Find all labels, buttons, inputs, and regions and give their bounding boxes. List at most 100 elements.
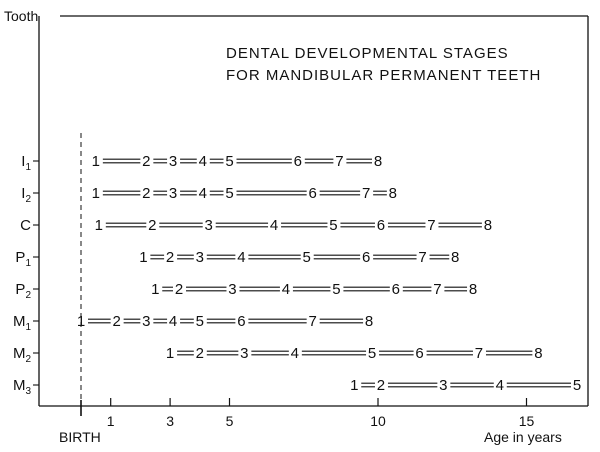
title-line-2: FOR MANDIBULAR PERMANENT TEETH (226, 67, 541, 84)
tooth-label-base: I (21, 153, 25, 170)
stage-label: 4 (496, 377, 504, 394)
tooth-label: I1 (21, 153, 31, 173)
stage-label: 4 (282, 281, 290, 298)
x-tick-label: 5 (226, 413, 234, 429)
stage-label: 3 (439, 377, 447, 394)
stage-label: 1 (139, 249, 147, 266)
stage-label: 2 (142, 153, 150, 170)
tooth-label: C (20, 217, 31, 234)
title-line-1: DENTAL DEVELOPMENTAL STAGES (226, 45, 509, 62)
stage-label: 5 (332, 281, 340, 298)
stage-label: 2 (377, 377, 385, 394)
stage-label: 3 (240, 345, 248, 362)
stage-label: 6 (362, 249, 370, 266)
stage-label: 5 (573, 377, 581, 394)
tooth-label-subscript: 1 (25, 258, 31, 269)
y-axis-title: Tooth (4, 8, 38, 24)
x-axis-ticks: 1 3 5 10 15 (107, 398, 535, 429)
x-axis-title: Age in years (484, 429, 562, 445)
stage-label: 2 (142, 185, 150, 202)
tooth-label-subscript: 1 (25, 322, 31, 333)
stage-label: 5 (196, 313, 204, 330)
tooth-label-base: M (13, 313, 26, 330)
stage-label: 5 (329, 217, 337, 234)
tooth-label-base: M (13, 377, 26, 394)
stage-label: 6 (294, 153, 302, 170)
tooth-label-subscript: 2 (25, 354, 31, 365)
tooth-label: P2 (15, 281, 31, 301)
tooth-label: P1 (15, 249, 31, 269)
stage-label: 8 (365, 313, 373, 330)
stage-rows: 1 2 3 4 5 6 7 81 2 3 4 5 6 7 81 2 3 4 5 6 7 81 2 3 4 5 6 7 81 2 3 4 5 6 7 8… (77, 153, 581, 394)
stage-label: 3 (142, 313, 150, 330)
stage-label: 8 (451, 249, 459, 266)
stage-label: 5 (368, 345, 376, 362)
x-tick-label: 15 (519, 413, 535, 429)
stage-label: 4 (270, 217, 278, 234)
stage-label: 6 (377, 217, 385, 234)
axes: Tooth Age in years (4, 8, 589, 445)
stage-label: 6 (308, 185, 316, 202)
stage-label: 1 (92, 185, 100, 202)
stage-label: 3 (169, 153, 177, 170)
stage-label: 3 (169, 185, 177, 202)
stage-label: 4 (237, 249, 245, 266)
tooth-label-base: P (15, 249, 25, 266)
chart-title: DENTAL DEVELOPMENTAL STAGES FOR MANDIBUL… (226, 45, 541, 84)
stage-label: 1 (350, 377, 358, 394)
tooth-stage-row: 1 2 3 4 5 6 7 8 (77, 313, 373, 330)
stage-label: 7 (335, 153, 343, 170)
tooth-label-base: P (15, 281, 25, 298)
x-tick-label: 1 (107, 413, 115, 429)
stage-label: 7 (362, 185, 370, 202)
stage-label: 8 (484, 217, 492, 234)
tooth-label-subscript: 2 (25, 194, 31, 205)
stage-label: 2 (166, 249, 174, 266)
stage-label: 1 (166, 345, 174, 362)
stage-label: 8 (389, 185, 397, 202)
stage-label: 2 (175, 281, 183, 298)
stage-label: 7 (308, 313, 316, 330)
stage-label: 2 (112, 313, 120, 330)
stage-label: 3 (196, 249, 204, 266)
stage-label: 5 (225, 185, 233, 202)
tooth-label-base: M (13, 345, 26, 362)
birth-marker: BIRTH (59, 133, 101, 445)
stage-label: 7 (475, 345, 483, 362)
stage-label: 5 (225, 153, 233, 170)
birth-label: BIRTH (59, 429, 101, 445)
stage-label: 1 (77, 313, 85, 330)
tooth-label: M1 (13, 313, 32, 333)
tooth-label: M3 (13, 377, 32, 397)
stage-label: 8 (469, 281, 477, 298)
stage-label: 3 (205, 217, 213, 234)
stage-label: 2 (196, 345, 204, 362)
tooth-label-subscript: 3 (25, 386, 31, 397)
stage-label: 8 (374, 153, 382, 170)
stage-label: 3 (228, 281, 236, 298)
tooth-label-base: C (20, 217, 31, 234)
stage-label: 7 (433, 281, 441, 298)
tooth-stage-row: 1 2 3 4 5 (350, 377, 581, 394)
tooth-label-base: I (21, 185, 25, 202)
x-tick-label: 10 (370, 413, 386, 429)
tooth-label: M2 (13, 345, 32, 365)
stage-label: 6 (237, 313, 245, 330)
stage-label: 4 (291, 345, 299, 362)
stage-label: 6 (392, 281, 400, 298)
stage-label: 8 (534, 345, 542, 362)
stage-label: 4 (169, 313, 177, 330)
stage-label: 1 (95, 217, 103, 234)
stage-label: 5 (303, 249, 311, 266)
stage-label: 1 (92, 153, 100, 170)
tooth-label-subscript: 2 (25, 290, 31, 301)
tooth-label: I2 (21, 185, 31, 205)
stage-label: 7 (418, 249, 426, 266)
